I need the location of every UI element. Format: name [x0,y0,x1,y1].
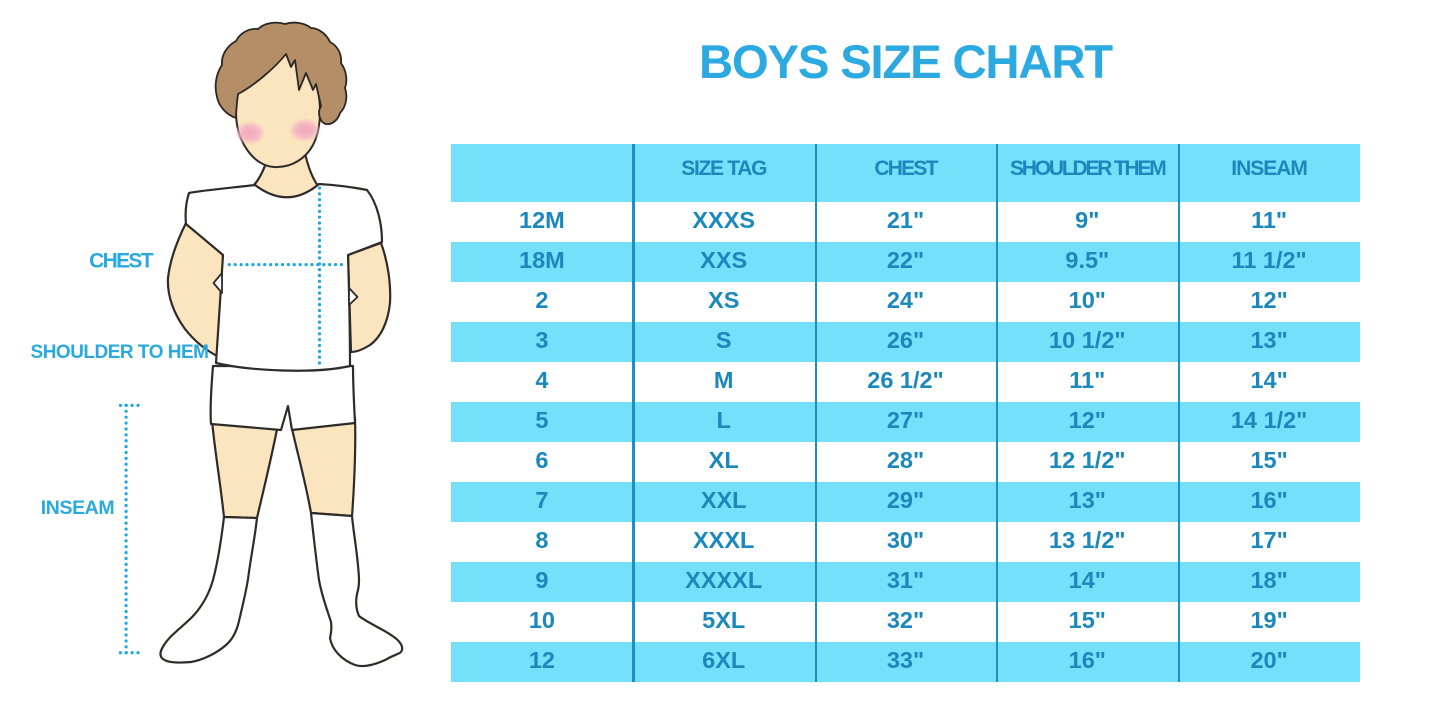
svg-text:CHEST: CHEST [89,250,154,273]
svg-text:SHOULDER TO HEM: SHOULDER TO HEM [31,342,209,363]
svg-text:INSEAM: INSEAM [41,497,114,519]
